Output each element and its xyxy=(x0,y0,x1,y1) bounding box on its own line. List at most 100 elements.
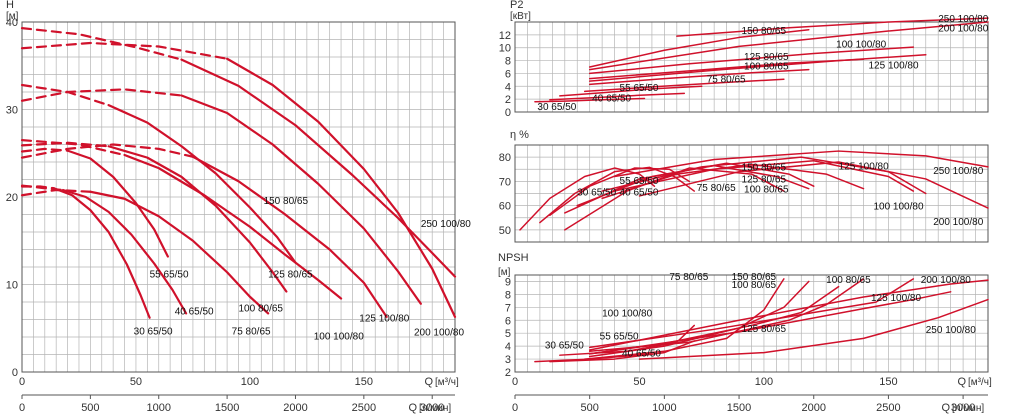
y-axis-unit: [м] xyxy=(498,267,511,278)
y-tick-label: 30 xyxy=(6,105,18,117)
curve-labels: 150 80/65 250 100/80 55 65/50 125 80/65 40 6… xyxy=(134,196,472,343)
curve-label: 30 65/50 xyxy=(545,341,584,352)
curve-250-100-80 xyxy=(180,58,457,278)
curve-75-80-65 xyxy=(583,278,785,360)
curve-200-100-80 xyxy=(226,57,457,318)
x2-tick-label: 0 xyxy=(19,402,25,414)
x2-tick-label: 500 xyxy=(81,402,99,414)
curve-label: 200 100/80 xyxy=(921,275,971,286)
x2-tick-label: 1500 xyxy=(215,402,239,414)
curve-125-100-80 xyxy=(601,156,927,195)
curve-label: 75 80/65 xyxy=(697,183,736,194)
curve-label: 125 80/65 xyxy=(744,52,789,63)
curve-200-100-80 xyxy=(588,279,989,351)
curve-label: 55 65/50 xyxy=(150,270,189,281)
curve-label: 125 100/80 xyxy=(869,60,919,71)
x-tick-label: 150 xyxy=(879,376,897,388)
plot-frame xyxy=(514,21,989,113)
x-tick-label: 50 xyxy=(633,376,645,388)
curve-label: 75 80/65 xyxy=(669,272,708,283)
curve-label: 30 65/50 xyxy=(577,187,616,198)
curve-250-100-80 xyxy=(676,17,989,37)
x2-axis-label: Q xyxy=(941,402,950,414)
grid xyxy=(515,145,988,242)
curve-dashed-75-80-65 xyxy=(20,188,92,197)
y-tick-label: 0 xyxy=(12,367,18,379)
y-axis-label: P2 xyxy=(510,0,523,11)
curve-dashed-150-80-65 xyxy=(20,83,110,107)
curve-label: 125 80/65 xyxy=(268,270,313,281)
curve-label: 100 100/80 xyxy=(314,332,364,343)
curve-label: 100 80/65 xyxy=(744,62,789,73)
curve-label: 100 100/80 xyxy=(836,40,886,51)
x2-tick-label: 3000 xyxy=(951,402,975,414)
curve-label: 40 65/50 xyxy=(175,306,214,317)
x-tick-label: 100 xyxy=(241,376,259,388)
curve-125-80-65 xyxy=(123,153,343,300)
x2-axis-unit: [л/мин] xyxy=(419,403,451,414)
curve-dashed-125-100-80 xyxy=(20,88,183,102)
curve-label: 150 80/65 xyxy=(732,272,777,283)
curve-125-100-80 xyxy=(588,291,952,355)
curve-label: 30 65/50 xyxy=(537,102,576,113)
y-tick-label: 3 xyxy=(505,354,511,366)
curve-label: 250 100/80 xyxy=(933,166,983,177)
curve-40-65-50 xyxy=(549,340,695,363)
y-tick-label: 8 xyxy=(505,56,511,68)
curves xyxy=(519,150,989,231)
x-axis-unit: [м³/ч] xyxy=(435,377,459,388)
curve-200-100-80 xyxy=(638,161,989,209)
curve-125-100-80 xyxy=(180,94,422,305)
curve-label: 150 80/65 xyxy=(742,162,787,173)
curve-label: 40 65/50 xyxy=(592,94,631,105)
curve-250-100-80 xyxy=(638,298,989,360)
chart-panel-2: 50 60 70 80 η % 150 80/65 125 100/80 250 100/80… xyxy=(499,129,989,243)
curve-75-80-65 xyxy=(583,78,785,93)
y-axis-label: η % xyxy=(510,129,529,141)
curve-150-80-65 xyxy=(588,28,810,68)
x-tick-label: 100 xyxy=(755,376,773,388)
curve-label: 125 100/80 xyxy=(359,313,409,324)
y-tick-label: 6 xyxy=(505,68,511,80)
curve-200-100-80 xyxy=(588,21,989,71)
x2-tick-label: 1000 xyxy=(652,402,676,414)
x2-tick-label: 2500 xyxy=(352,402,376,414)
curve-label: 150 80/65 xyxy=(264,196,309,207)
y-tick-label: 40 xyxy=(6,17,18,29)
curves xyxy=(534,278,989,363)
curve-label: 100 80/65 xyxy=(239,304,284,315)
curve-label: 150 80/65 xyxy=(742,26,787,37)
x-tick-label: 0 xyxy=(19,376,25,388)
x2-tick-label: 1000 xyxy=(146,402,170,414)
curve-label: 125 100/80 xyxy=(839,161,889,172)
curve-dashed-250-100-80 xyxy=(20,27,183,61)
curve-label: 125 80/65 xyxy=(742,175,787,186)
plot-frame xyxy=(514,144,989,243)
curve-100-80-65 xyxy=(107,145,288,293)
curve-label: 100 80/65 xyxy=(744,184,789,195)
curve-100-100-80 xyxy=(613,160,915,192)
x-axis-label: Q xyxy=(424,376,433,388)
curve-label: 250 100/80 xyxy=(926,325,976,336)
y-axis-unit: [кВт] xyxy=(510,11,531,22)
x2-axis-label: Q xyxy=(408,402,417,414)
curve-150-80-65 xyxy=(576,162,815,207)
y-tick-label: 10 xyxy=(6,280,18,292)
y-tick-label: 2 xyxy=(505,94,511,106)
curve-label: 125 100/80 xyxy=(871,293,921,304)
curve-75-80-65 xyxy=(89,190,270,315)
x-tick-label: 50 xyxy=(130,376,142,388)
curve-dashed-100-100-80 xyxy=(20,143,195,159)
y-tick-label: 20 xyxy=(6,192,18,204)
x2-tick-label: 500 xyxy=(581,402,599,414)
curve-label: 250 100/80 xyxy=(938,14,988,25)
curve-125-100-80 xyxy=(588,54,927,82)
x-axis-label: Q xyxy=(957,376,966,388)
curve-label: 40 65/50 xyxy=(620,187,659,198)
x2-axis-unit: [л/мин] xyxy=(952,403,984,414)
